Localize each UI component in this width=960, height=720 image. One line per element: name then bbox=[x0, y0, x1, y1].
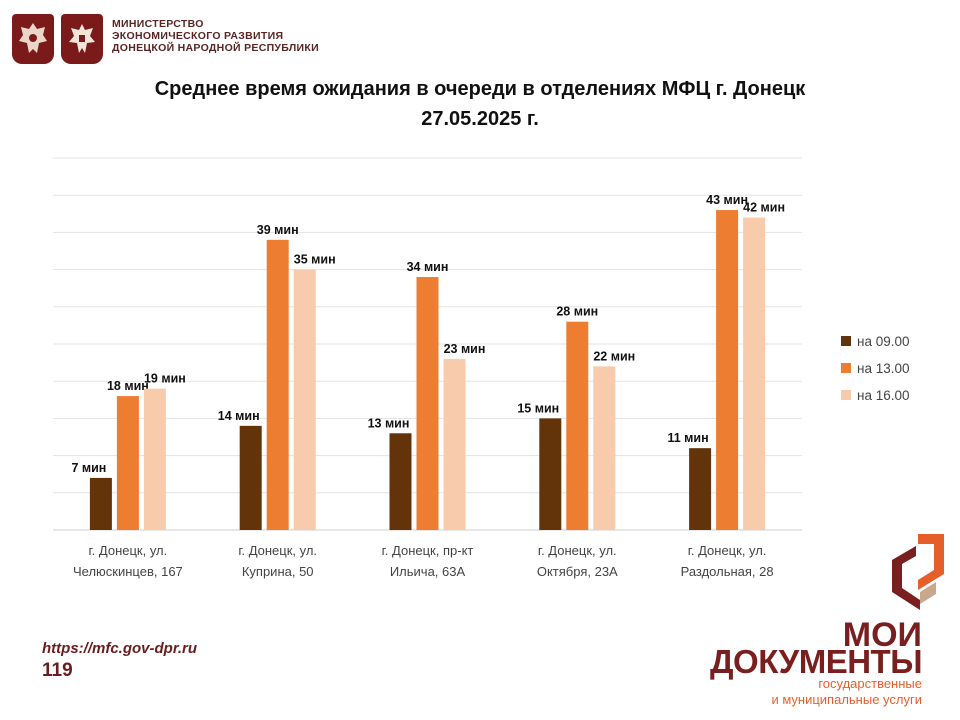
data-label: 13 мин bbox=[368, 416, 410, 430]
legend-swatch bbox=[841, 336, 851, 346]
x-tick-label: г. Донецк, ул. bbox=[688, 543, 767, 558]
russia-emblem-icon bbox=[12, 14, 54, 64]
brand-subtitle-2: и муниципальные услуги bbox=[771, 692, 922, 707]
bar bbox=[743, 217, 766, 530]
data-label: 18 мин bbox=[107, 379, 149, 393]
data-label: 39 мин bbox=[257, 223, 299, 237]
data-label: 42 мин bbox=[743, 201, 785, 215]
data-label: 19 мин bbox=[144, 372, 186, 386]
x-tick-label: Челюскинцев, 167 bbox=[73, 564, 183, 579]
data-label: 15 мин bbox=[517, 401, 559, 415]
chart-title-line1: Среднее время ожидания в очереди в отдел… bbox=[154, 78, 806, 100]
chart-title: Среднее время ожидания в очереди в отдел… bbox=[0, 74, 960, 134]
brand-line1: МОИ bbox=[842, 616, 922, 654]
bar bbox=[593, 366, 616, 530]
bar bbox=[539, 418, 562, 530]
bar bbox=[566, 321, 589, 530]
data-label: 11 мин bbox=[668, 431, 709, 445]
data-label: 34 мин bbox=[407, 260, 449, 274]
brand-line2: ДОКУМЕНТЫ bbox=[710, 643, 922, 680]
bar bbox=[716, 210, 739, 530]
legend-swatch bbox=[841, 390, 851, 400]
x-tick-label: Куприна, 50 bbox=[242, 564, 314, 579]
x-tick-label: Раздольная, 28 bbox=[681, 564, 774, 579]
ministry-line: МИНИСТЕРСТВО bbox=[112, 18, 204, 30]
x-tick-label: г. Донецк, ул. bbox=[538, 543, 617, 558]
data-label: 28 мин bbox=[556, 305, 598, 319]
moi-dokumenty-brand: МОИ ДОКУМЕНТЫ государственные и муниципа… bbox=[710, 530, 950, 715]
x-tick-label: Октября, 23А bbox=[537, 564, 618, 579]
ministry-name: МИНИСТЕРСТВО ЭКОНОМИЧЕСКОГО РАЗВИТИЯ ДОН… bbox=[112, 18, 319, 54]
page-number: 119 bbox=[42, 660, 73, 681]
bar bbox=[143, 388, 166, 530]
legend-label: на 09.00 bbox=[857, 334, 910, 349]
data-label: 22 мин bbox=[593, 349, 635, 363]
x-tick-label: г. Донецк, ул. bbox=[89, 543, 168, 558]
bar bbox=[89, 477, 112, 530]
data-label: 14 мин bbox=[218, 409, 260, 423]
data-label: 7 мин bbox=[71, 461, 106, 475]
data-label: 23 мин bbox=[444, 342, 486, 356]
legend-label: на 16.00 bbox=[857, 388, 910, 403]
legend-label: на 13.00 bbox=[857, 361, 910, 376]
bar bbox=[689, 448, 712, 530]
data-label: 35 мин bbox=[294, 253, 336, 267]
bar bbox=[416, 277, 439, 530]
ministry-line: ДОНЕЦКОЙ НАРОДНОЙ РЕСПУБЛИКИ bbox=[112, 42, 319, 54]
bar bbox=[443, 358, 466, 530]
header: МИНИСТЕРСТВО ЭКОНОМИЧЕСКОГО РАЗВИТИЯ ДОН… bbox=[12, 14, 319, 64]
x-tick-label: Ильича, 63А bbox=[390, 564, 466, 579]
bar bbox=[389, 433, 412, 530]
bar bbox=[293, 269, 316, 530]
chart-title-line2: 27.05.2025 г. bbox=[421, 108, 539, 130]
dpr-emblem-icon bbox=[61, 14, 103, 64]
legend-swatch bbox=[841, 363, 851, 373]
bar bbox=[116, 396, 139, 530]
data-label: 43 мин bbox=[706, 193, 748, 207]
footer-url[interactable]: https://mfc.gov-dpr.ru bbox=[42, 640, 197, 657]
brand-subtitle-1: государственные bbox=[818, 676, 922, 691]
bar bbox=[266, 239, 289, 530]
x-tick-label: г. Донецк, пр-кт bbox=[382, 543, 474, 558]
moi-dokumenty-logo-icon bbox=[892, 534, 944, 610]
x-tick-label: г. Донецк, ул. bbox=[238, 543, 317, 558]
bar bbox=[239, 425, 262, 530]
ministry-line: ЭКОНОМИЧЕСКОГО РАЗВИТИЯ bbox=[112, 30, 284, 42]
